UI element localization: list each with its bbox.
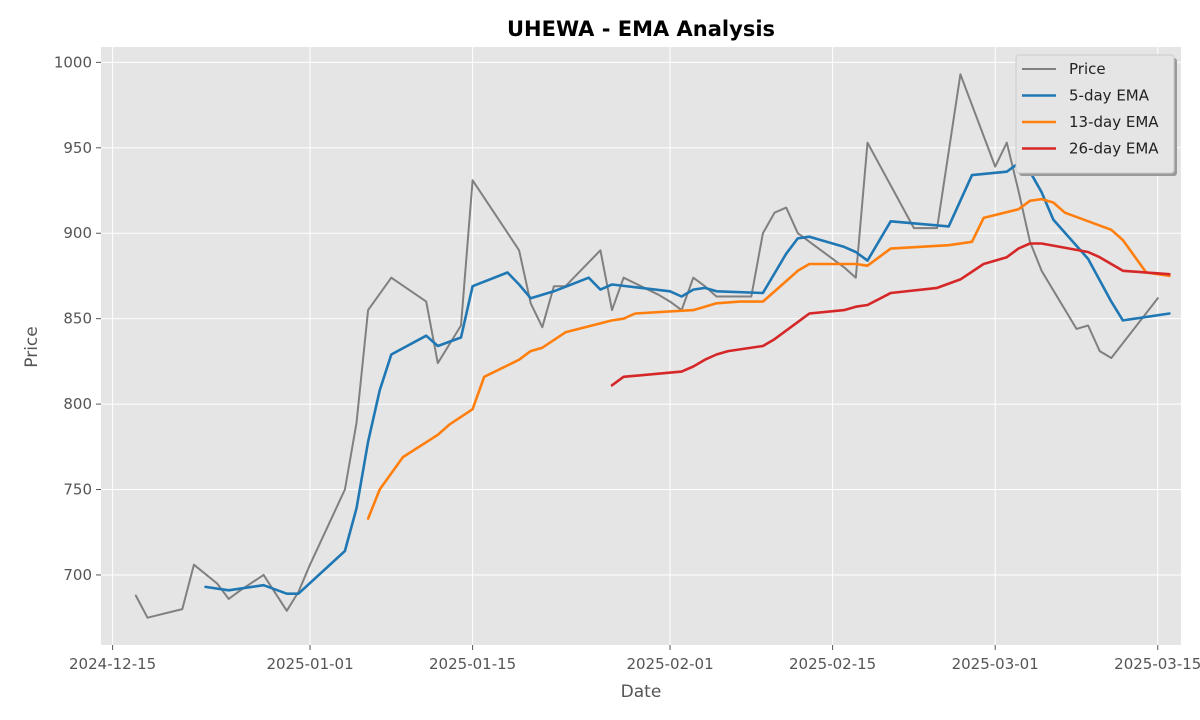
legend-label-13-day-ema: 13-day EMA (1069, 113, 1159, 131)
legend-label-price: Price (1069, 60, 1106, 78)
x-tick-label: 2025-01-01 (266, 655, 353, 673)
x-tick-label: 2025-01-15 (429, 655, 516, 673)
x-tick-label: 2025-03-01 (952, 655, 1039, 673)
y-tick-label: 750 (63, 481, 92, 499)
legend-label-26-day-ema: 26-day EMA (1069, 140, 1159, 158)
x-tick-label: 2025-02-01 (626, 655, 713, 673)
x-axis-label: Date (621, 682, 662, 702)
series-line-26-day-ema (610, 242, 1171, 387)
series-layer (134, 73, 1171, 619)
grid-lines (101, 47, 1181, 645)
y-tick-label: 800 (63, 395, 92, 413)
legend-label-5-day-ema: 5-day EMA (1069, 87, 1150, 105)
x-tick-label: 2025-03-15 (1114, 655, 1200, 673)
y-tick-label: 950 (63, 139, 92, 157)
y-tick-label: 850 (63, 310, 92, 328)
y-tick-label: 1000 (54, 53, 92, 71)
y-tick-label: 700 (63, 566, 92, 584)
series-line-13-day-ema (366, 197, 1171, 520)
x-axis-ticks: 2024-12-15 2025-01-01 2025-01-15 2025-02-01… (69, 645, 1200, 673)
chart-title: UHEWA - EMA Analysis (507, 17, 775, 41)
y-tick-label: 900 (63, 224, 92, 242)
plot-area (101, 47, 1181, 645)
legend-box (1015, 54, 1175, 174)
legend: Price 5-day EMA 13-day EMA 26-day EMA (1015, 54, 1177, 176)
x-tick-label: 2024-12-15 (69, 655, 156, 673)
y-axis-label: Price (22, 326, 42, 367)
series-line-5-day-ema (204, 161, 1171, 595)
x-tick-label: 2025-02-15 (789, 655, 876, 673)
y-axis-ticks: 700 750 800 850 900 950 1000 (54, 53, 101, 584)
